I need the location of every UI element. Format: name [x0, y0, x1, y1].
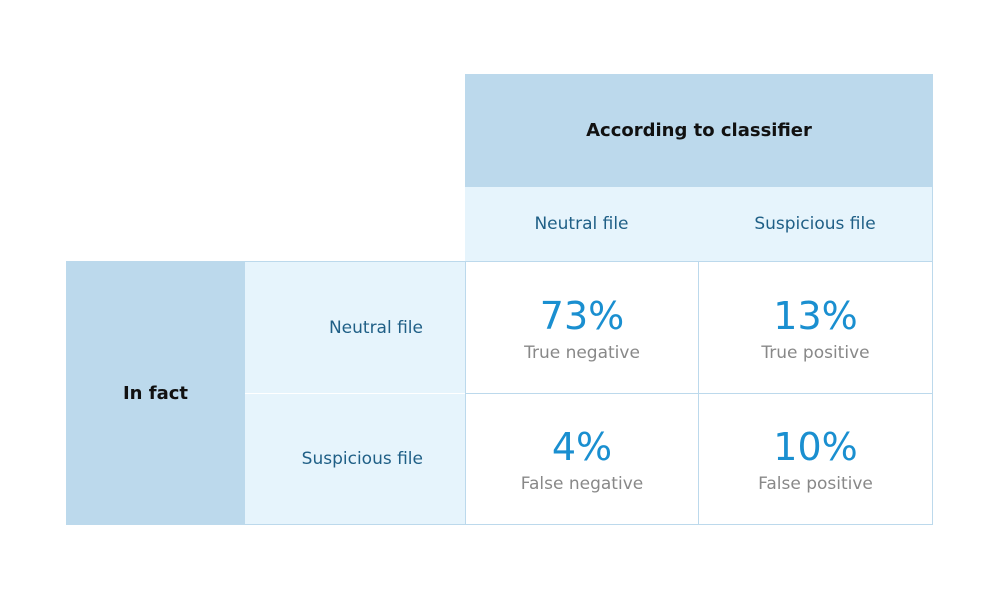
column-group-header: According to classifier — [465, 74, 933, 187]
row-header: Suspicious file — [245, 393, 465, 525]
column-header: Neutral file — [465, 187, 699, 261]
cell-value: 4% — [551, 425, 613, 469]
matrix-cell: 13% True positive — [698, 261, 933, 394]
matrix-cell: 10% False positive — [698, 393, 933, 525]
cell-value: 10% — [773, 425, 858, 469]
cell-value: 73% — [539, 293, 625, 338]
cell-value: 13% — [773, 293, 858, 338]
matrix-cell: 73% True negative — [465, 261, 699, 394]
cell-label: False positive — [758, 474, 873, 494]
matrix-cell: 4% False negative — [465, 393, 699, 525]
row-group-header: In fact — [66, 261, 245, 525]
row-header: Neutral file — [245, 261, 465, 393]
cell-label: True negative — [524, 342, 640, 363]
column-header: Suspicious file — [698, 187, 933, 261]
cell-label: False negative — [520, 474, 644, 494]
cell-label: True positive — [761, 342, 870, 363]
